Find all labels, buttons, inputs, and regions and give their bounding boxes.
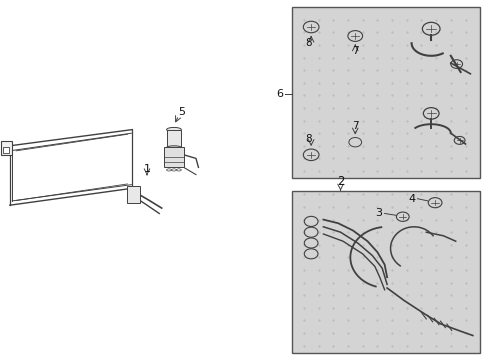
Bar xyxy=(167,130,181,148)
Bar xyxy=(127,186,140,203)
Text: 5: 5 xyxy=(178,107,185,117)
Text: 8: 8 xyxy=(305,38,312,48)
Bar xyxy=(164,147,184,167)
Bar xyxy=(1,141,12,155)
Ellipse shape xyxy=(167,169,172,171)
Text: 7: 7 xyxy=(352,121,359,131)
Bar xyxy=(292,191,480,353)
Text: 2: 2 xyxy=(337,175,344,188)
Bar xyxy=(3,147,9,153)
Text: 6: 6 xyxy=(276,89,283,99)
Text: 7: 7 xyxy=(352,46,359,56)
Bar xyxy=(292,7,480,178)
Ellipse shape xyxy=(172,169,176,171)
Text: 3: 3 xyxy=(375,208,382,219)
Text: 8: 8 xyxy=(305,134,312,144)
Ellipse shape xyxy=(167,146,181,149)
Text: 4: 4 xyxy=(408,194,415,204)
Text: 1: 1 xyxy=(144,164,150,174)
Ellipse shape xyxy=(167,127,181,132)
Ellipse shape xyxy=(176,169,181,171)
